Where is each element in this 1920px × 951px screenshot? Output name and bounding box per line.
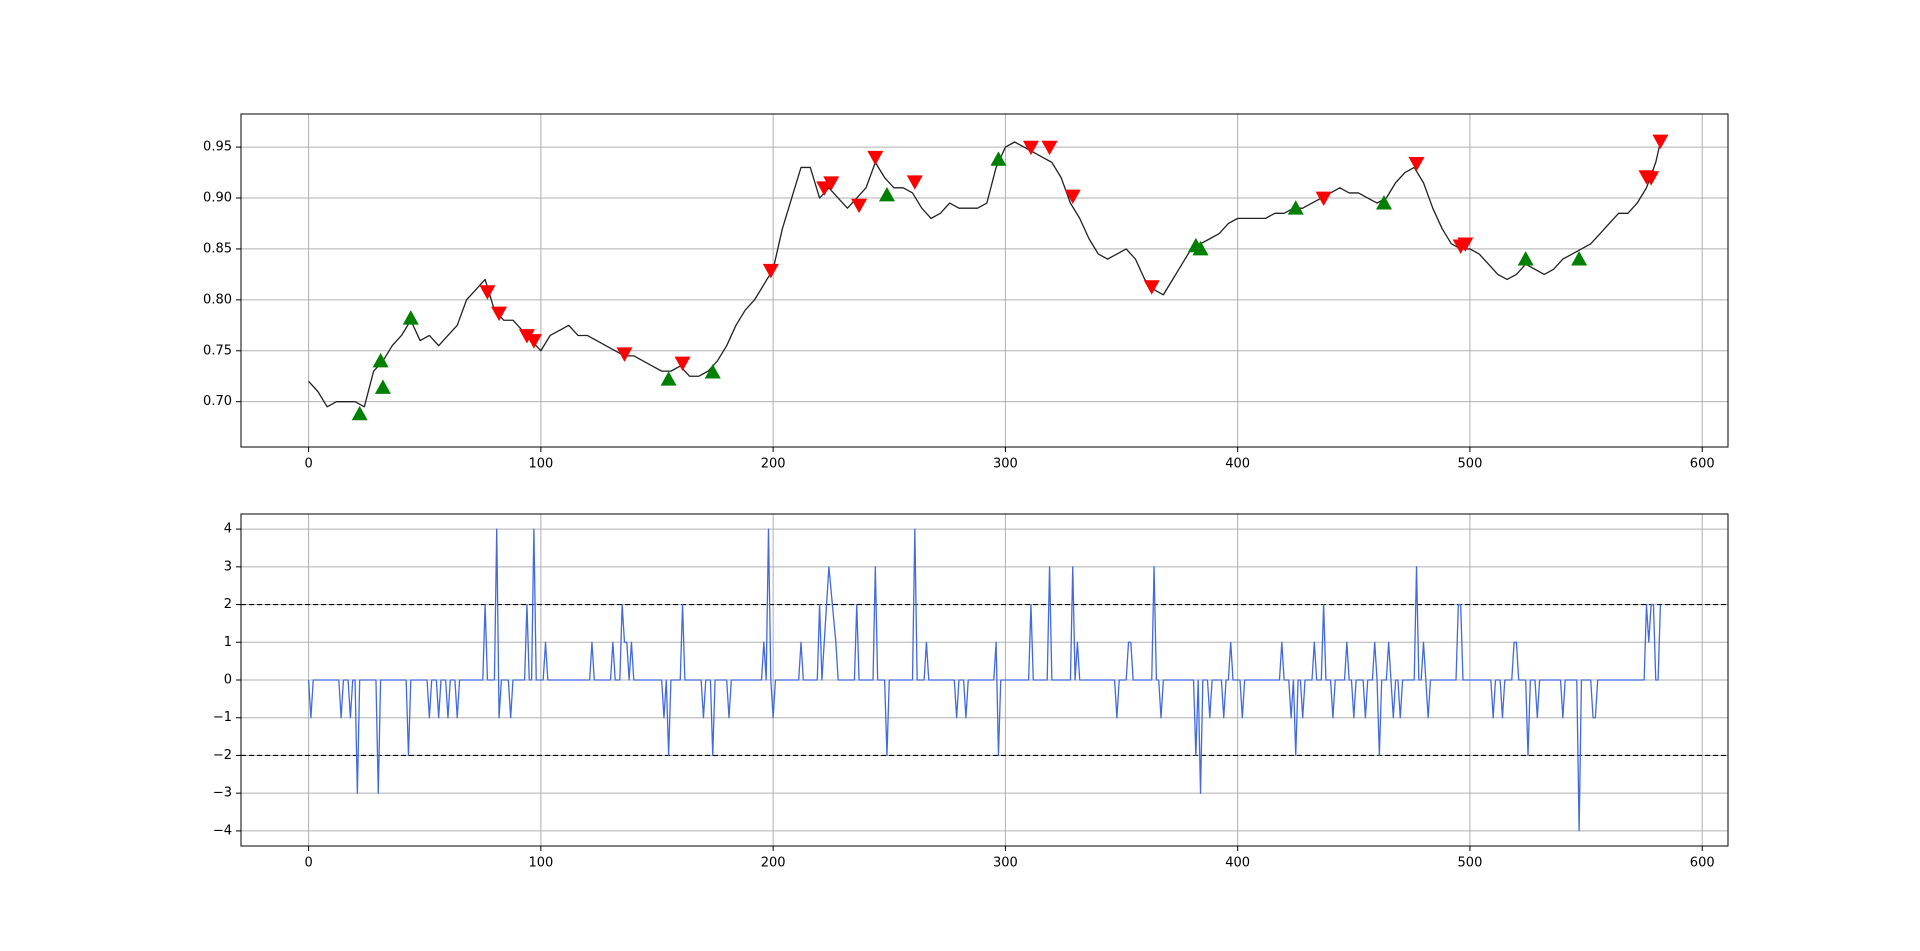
signal-marker [1192, 240, 1209, 256]
signal-marker [374, 379, 391, 394]
x-tick-label: 0 [304, 457, 312, 472]
signal-marker [1041, 140, 1058, 156]
signal-marker [525, 334, 542, 349]
y-tick-label: 3 [224, 559, 232, 574]
x-tick-label: 100 [528, 856, 553, 871]
y-tick-label: 0.70 [203, 394, 232, 409]
signal-marker [518, 329, 535, 344]
x-tick-label: 500 [1458, 856, 1483, 871]
signal-marker [823, 176, 840, 191]
x-tick-label: 600 [1690, 856, 1715, 871]
y-tick-label: 4 [224, 522, 232, 537]
signal-marker [491, 306, 508, 322]
series-line [307, 528, 1662, 832]
x-tick-label: 600 [1690, 457, 1715, 472]
y-tick-label: −3 [213, 786, 232, 801]
x-tick-label: 0 [304, 856, 312, 871]
x-tick-label: 200 [761, 856, 786, 871]
y-tick-label: 0.90 [203, 191, 232, 206]
y-tick-label: 1 [224, 635, 232, 650]
signal-marker [1287, 200, 1304, 215]
axes-frame [240, 113, 1729, 448]
signal-marker [1315, 191, 1332, 207]
signal-marker [674, 356, 691, 371]
y-tick-label: 0.85 [203, 241, 232, 256]
signal-marker [402, 310, 419, 325]
y-tick-label: 2 [224, 597, 232, 612]
signal-marker [616, 347, 633, 362]
axes-frame [240, 513, 1729, 847]
x-tick-label: 500 [1458, 457, 1483, 472]
signal-marker [990, 151, 1007, 166]
x-tick-label: 200 [761, 457, 786, 472]
signal-marker [1652, 134, 1669, 149]
signal-marker [878, 186, 895, 202]
signal-marker [1457, 237, 1474, 252]
signal-marker [906, 175, 923, 190]
signal-marker [351, 405, 368, 421]
y-tick-label: −2 [213, 748, 232, 763]
signal-marker [867, 150, 884, 166]
x-tick-label: 400 [1225, 457, 1250, 472]
x-tick-label: 300 [993, 457, 1018, 472]
x-tick-label: 300 [993, 856, 1018, 871]
signal-marker [1643, 171, 1660, 186]
series-line [308, 141, 1662, 408]
signal-marker [1517, 251, 1534, 266]
signal-marker [1408, 156, 1425, 172]
signal-marker [1571, 251, 1588, 266]
signal-marker [479, 285, 496, 300]
x-tick-label: 400 [1225, 856, 1250, 871]
signal-marker [660, 371, 677, 386]
signal-marker [1064, 189, 1081, 204]
signal-marker [372, 352, 389, 368]
signal-marker [762, 263, 779, 279]
y-tick-label: −4 [213, 823, 232, 838]
signal-marker [1022, 140, 1039, 156]
x-tick-label: 100 [528, 457, 553, 472]
y-tick-label: 0.95 [203, 140, 232, 155]
y-tick-label: −1 [213, 710, 232, 725]
signal-marker [851, 198, 868, 214]
signal-marker [704, 364, 721, 379]
y-tick-label: 0.80 [203, 292, 232, 307]
y-tick-label: 0 [224, 673, 232, 688]
signal-marker [1143, 280, 1160, 295]
y-tick-label: 0.75 [203, 343, 232, 358]
signal-marker [1376, 195, 1393, 210]
